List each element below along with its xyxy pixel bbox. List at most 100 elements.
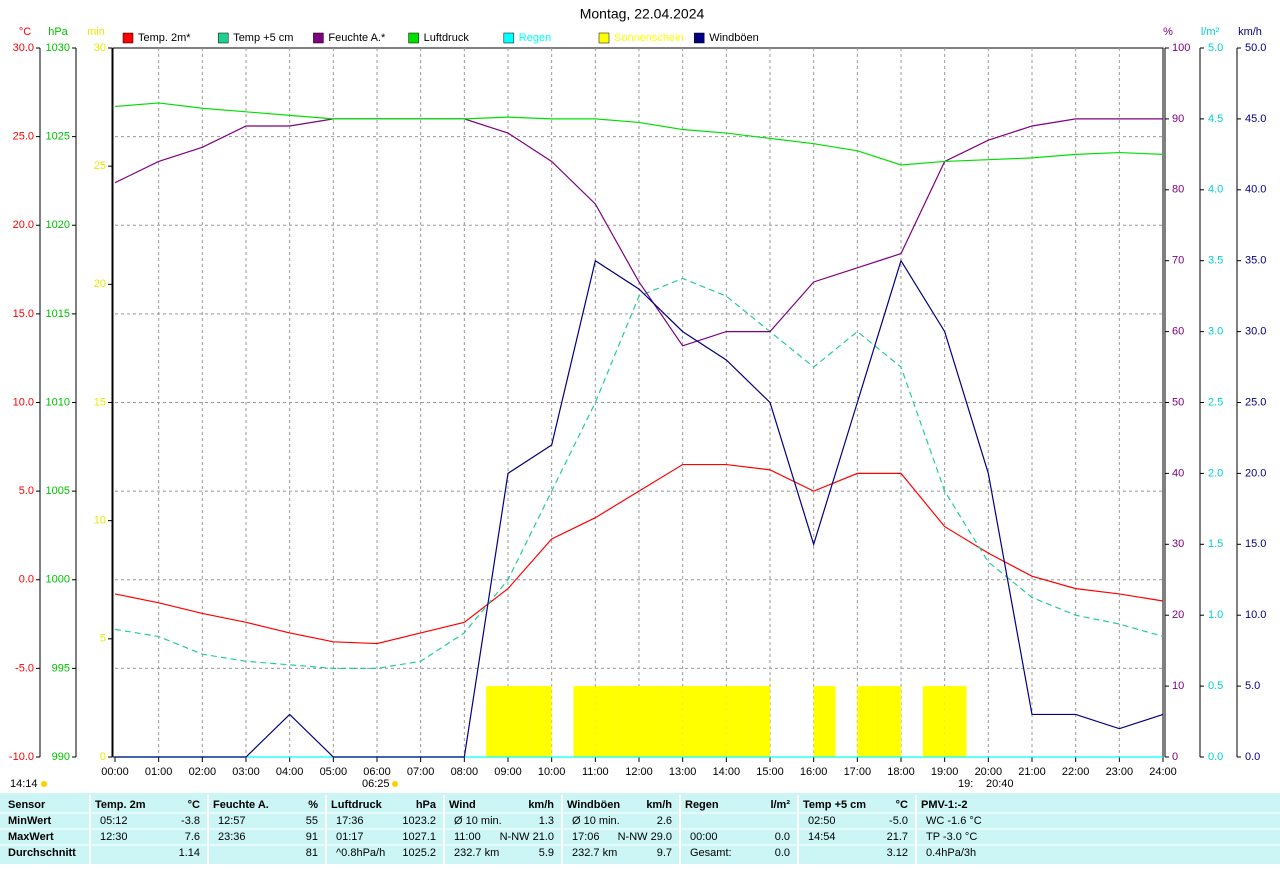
col-header: Luftdruck xyxy=(331,799,383,811)
legend-swatch xyxy=(217,32,229,44)
y-tick-label: -10.0 xyxy=(9,751,34,763)
sun-bar xyxy=(617,686,639,757)
col-header: Regen xyxy=(685,799,719,811)
x-tick-label: 13:00 xyxy=(669,766,697,778)
y-tick-label: 10.0 xyxy=(13,396,34,408)
x-tick-label: 24:00 xyxy=(1149,766,1177,778)
x-tick-label: 04:00 xyxy=(276,766,304,778)
cell-left: Gesamt: xyxy=(690,847,732,859)
cell-right: 5.9 xyxy=(539,847,554,859)
x-tick-label: 05:00 xyxy=(320,766,348,778)
y-tick-label: 990 xyxy=(52,751,70,763)
row-label: MinWert xyxy=(8,815,52,827)
cell-left: 12:30 xyxy=(100,831,128,843)
cell-left: 17:06 xyxy=(572,831,600,843)
cell-right: N-NW 29.0 xyxy=(618,831,672,843)
row-label: MaxWert xyxy=(8,831,54,843)
cell-right: N-NW 21.0 xyxy=(500,831,554,843)
x-tick-label: 14:00 xyxy=(713,766,741,778)
cell-left: 02:50 xyxy=(808,815,836,827)
y-tick-label: 100 xyxy=(1172,42,1190,54)
y-tick-label: 25.0 xyxy=(1245,396,1266,408)
x-tick-label: 19:00 xyxy=(931,766,959,778)
x-tick-label: 06:00 xyxy=(363,766,391,778)
x-tick-label: 21:00 xyxy=(1018,766,1046,778)
sun-bar xyxy=(508,686,530,757)
cell-right: 21.7 xyxy=(887,831,908,843)
series-line xyxy=(114,118,1163,347)
y-tick-label: 10 xyxy=(1172,680,1184,692)
x-tick-label: 09:00 xyxy=(494,766,522,778)
y-tick-label: 60 xyxy=(1172,326,1184,338)
y-tick-label: 30.0 xyxy=(13,42,34,54)
col-header: Wind xyxy=(449,799,476,811)
cell-left: 232.7 km xyxy=(572,847,617,859)
axis-unit: min xyxy=(87,26,105,38)
col-unit: km/h xyxy=(646,799,672,811)
sun-icon xyxy=(392,781,398,787)
y-tick-label: 5 xyxy=(100,633,106,645)
y-tick-label: 30 xyxy=(1172,538,1184,550)
y-tick-label: 50 xyxy=(1172,396,1184,408)
series-line xyxy=(114,277,1164,669)
sun-bar xyxy=(922,686,945,757)
legend-swatch xyxy=(408,32,419,44)
x-tick-label: 08:00 xyxy=(451,766,479,778)
col-unit: °C xyxy=(896,799,908,811)
sun-bar xyxy=(857,686,880,757)
y-tick-label: 5.0 xyxy=(1245,680,1260,692)
cell-right: 2.6 xyxy=(657,815,672,827)
y-tick-label: 5.0 xyxy=(19,485,34,497)
col-header: Windböen xyxy=(567,799,620,811)
cell-right: 1025.2 xyxy=(402,847,436,859)
legend-label: Windböen xyxy=(709,32,759,44)
axis-unit: °C xyxy=(19,26,31,38)
x-tick-label: 02:00 xyxy=(189,766,217,778)
x-tick-label: 11:00 xyxy=(582,766,609,778)
y-tick-label: 3.0 xyxy=(1208,326,1223,338)
cell-right: 91 xyxy=(306,831,318,843)
col-header: Temp. 2m xyxy=(95,799,146,811)
y-tick-label: 0.0 xyxy=(1208,751,1223,763)
y-tick-label: 25.0 xyxy=(13,131,34,143)
y-tick-label: 30.0 xyxy=(1245,326,1266,338)
y-tick-label: 1005 xyxy=(46,485,70,497)
cell-right: 1027.1 xyxy=(402,831,436,843)
series-line xyxy=(114,463,1164,645)
x-tick-label: 15:00 xyxy=(756,766,784,778)
col-unit: km/h xyxy=(528,799,554,811)
y-tick-label: 995 xyxy=(52,662,70,674)
axis-unit: hPa xyxy=(48,26,68,38)
cell-right: 9.7 xyxy=(657,847,672,859)
x-tick-label: 22:00 xyxy=(1062,766,1090,778)
sun-icon xyxy=(41,781,47,787)
x-tick-label: 07:00 xyxy=(407,766,435,778)
cell-right: 1.14 xyxy=(179,847,200,859)
series-line xyxy=(114,102,1164,166)
y-tick-label: 15 xyxy=(94,396,106,408)
y-tick-label: 2.0 xyxy=(1208,467,1223,479)
annotation: 20:40 xyxy=(986,778,1014,790)
legend-label: Regen xyxy=(519,32,551,44)
cell-right: 1023.2 xyxy=(402,815,436,827)
series-line xyxy=(115,259,1164,758)
y-tick-label: 40 xyxy=(1172,467,1184,479)
col-header: Temp +5 cm xyxy=(803,799,866,811)
y-tick-label: 0.0 xyxy=(19,574,34,586)
axis-unit: l/m² xyxy=(1201,26,1220,38)
y-tick-label: 1030 xyxy=(46,42,70,54)
legend-label: Luftdruck xyxy=(424,32,470,44)
y-tick-label: 0.5 xyxy=(1208,680,1223,692)
y-tick-label: 5.0 xyxy=(1208,42,1223,54)
sun-bar xyxy=(486,686,508,757)
cell-left: 23:36 xyxy=(218,831,246,843)
y-tick-label: 4.5 xyxy=(1208,113,1223,125)
axis-unit: % xyxy=(1163,26,1173,38)
y-tick-label: 45.0 xyxy=(1245,113,1266,125)
cell-left: ^0.8hPa/h xyxy=(336,847,385,859)
y-tick-label: 10 xyxy=(94,515,106,527)
x-tick-label: 20:00 xyxy=(975,766,1003,778)
cell-left: 05:12 xyxy=(100,815,128,827)
